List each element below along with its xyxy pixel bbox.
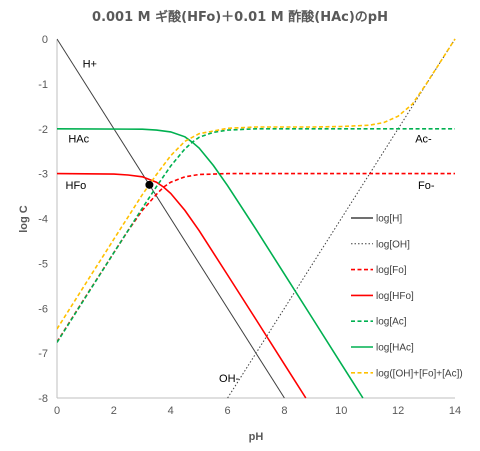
y-tick-label: 0 <box>42 34 48 46</box>
series-line-5 <box>57 128 364 399</box>
y-tick-label: -5 <box>38 258 48 270</box>
legend-label-5: log[HAc] <box>376 343 414 354</box>
annotation-layer: H+ HAc HFo Ac- Fo- OH- <box>66 59 435 385</box>
series-line-3 <box>57 172 307 399</box>
annotation-2: HFo <box>66 180 87 192</box>
plot-frame <box>56 39 455 399</box>
annotation-1: HAc <box>68 134 89 146</box>
axis-layer: 0 2 4 6 8 10 12 14 0 -1 -2 -3 -4 -5 -6 -7 -8 <box>38 34 461 417</box>
y-tick-label: -2 <box>38 124 48 136</box>
legend: log[H] log[OH] log[Fo] log[HFo] log[Ac] log[H… <box>351 214 463 379</box>
legend-label-1: log[OH] <box>376 239 410 250</box>
series-line-1 <box>227 38 456 399</box>
equilibrium-point <box>145 180 154 189</box>
y-tick-label: -7 <box>38 348 48 360</box>
legend-label-0: log[H] <box>376 214 402 225</box>
series-layer <box>57 38 456 399</box>
series-line-2 <box>57 172 455 343</box>
annotation-5: OH- <box>219 373 240 385</box>
legend-label-2: log[Fo] <box>376 265 407 276</box>
legend-label-3: log[HFo] <box>376 291 414 302</box>
x-tick-label: 0 <box>54 405 60 417</box>
x-tick-label: 10 <box>335 405 347 417</box>
y-axis-label: log C <box>18 205 30 233</box>
y-tick-label: -6 <box>38 303 48 315</box>
x-tick-label: 12 <box>392 405 404 417</box>
y-tick-label: -4 <box>38 214 48 226</box>
annotation-0: H+ <box>83 59 97 71</box>
x-tick-label: 14 <box>449 405 461 417</box>
annotation-3: Ac- <box>415 134 432 146</box>
chart-title: 0.001 M ギ酸(HFo)＋0.01 M 酢酸(HAc)のpH <box>92 9 388 25</box>
x-tick-label: 6 <box>225 405 231 417</box>
x-tick-label: 8 <box>281 405 287 417</box>
x-tick-label: 4 <box>168 405 174 417</box>
series-line-0 <box>57 38 285 399</box>
y-tick-label: -8 <box>38 393 48 405</box>
series-line-4 <box>57 128 455 343</box>
x-axis-label: pH <box>249 431 264 443</box>
legend-label-6: log([OH]+[Fo]+[Ac]) <box>376 368 463 379</box>
legend-label-4: log[Ac] <box>376 317 407 328</box>
y-tick-label: -1 <box>38 79 48 91</box>
x-tick-label: 2 <box>111 405 117 417</box>
annotation-4: Fo- <box>418 180 435 192</box>
y-tick-label: -3 <box>38 169 48 181</box>
series-line-6 <box>57 38 456 330</box>
